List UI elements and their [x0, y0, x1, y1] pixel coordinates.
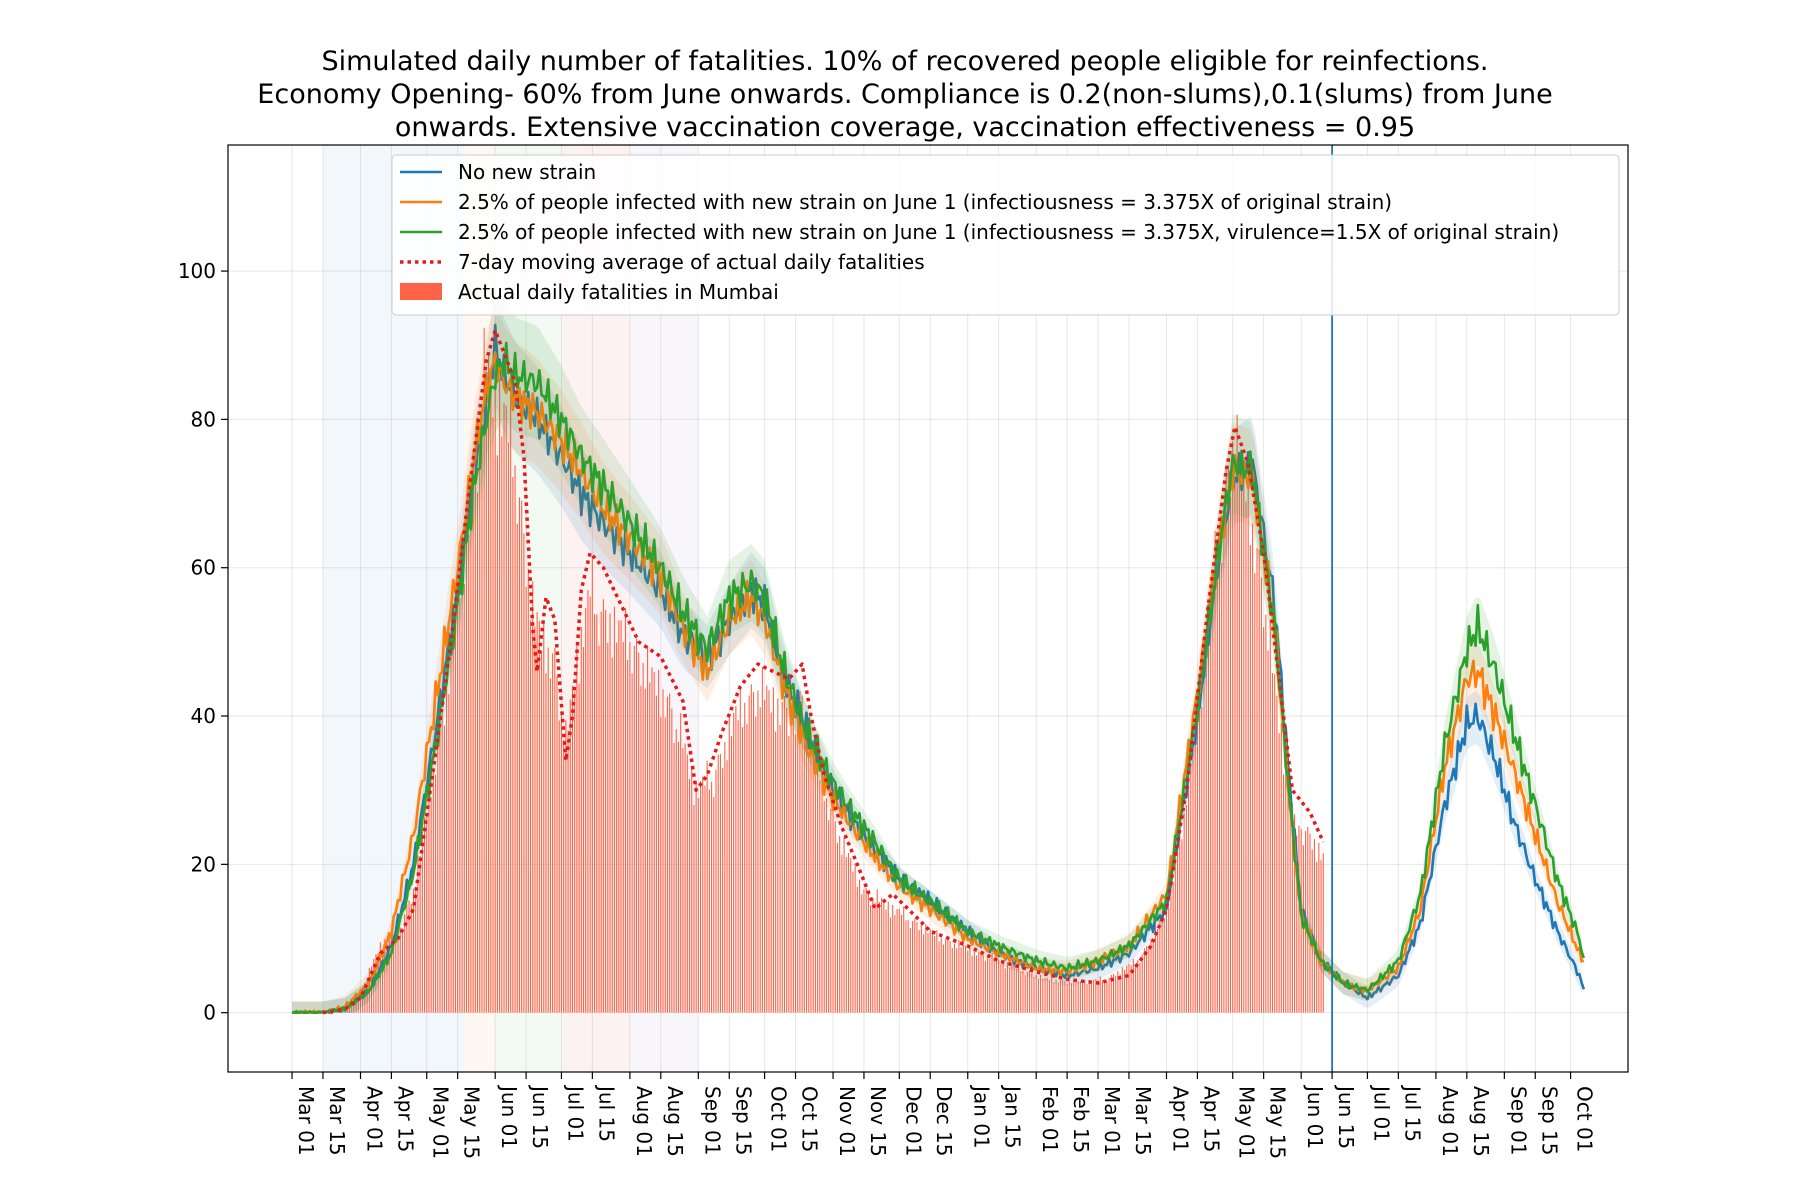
- x-axis: Mar 01 Mar 15 Apr 01 Apr 15 May 01 May 15 Jun …: [291, 1072, 1597, 1159]
- y-tick-label: 100: [178, 259, 216, 283]
- legend-label: 7-day moving average of actual daily fat…: [458, 250, 925, 274]
- series-band-1: [292, 285, 1582, 1013]
- legend-label: 2.5% of people infected with new strain …: [458, 190, 1392, 214]
- actual-fatalities-bars: [324, 328, 1324, 1013]
- x-tick-label: Jul 15: [1400, 1084, 1424, 1142]
- x-tick-label: Jun 15: [1334, 1084, 1358, 1149]
- x-tick-label: May 01: [1235, 1086, 1259, 1159]
- x-tick-label: Oct 15: [798, 1086, 822, 1152]
- y-tick-label: 0: [203, 1001, 216, 1025]
- series-line-3: [291, 341, 1586, 1014]
- x-tick-label: Jul 01: [1369, 1084, 1393, 1142]
- chart-title: Simulated daily number of fatalities. 10…: [257, 46, 1552, 143]
- series-band-3: [292, 301, 1582, 1013]
- x-tick-label: Mar 15: [1131, 1086, 1155, 1156]
- x-tick-label: Feb 01: [1038, 1086, 1062, 1153]
- x-tick-label: May 15: [460, 1086, 484, 1159]
- x-tick-label: Sep 01: [1506, 1086, 1530, 1156]
- x-tick-label: Sep 01: [700, 1086, 724, 1156]
- x-tick-label: Aug 01: [632, 1086, 656, 1157]
- x-tick-label: Aug 15: [1469, 1086, 1493, 1157]
- series-lines: [291, 285, 1586, 1015]
- plot-frame: [227, 144, 1629, 1073]
- legend-label: No new strain: [458, 160, 596, 184]
- x-tick-label: Aug 15: [663, 1086, 687, 1157]
- x-tick-label: Aug 01: [1438, 1086, 1462, 1157]
- x-tick-label: Jul 01: [563, 1084, 587, 1142]
- x-tick-label: Jun 15: [528, 1084, 552, 1149]
- y-axis: 0 20 40 60 80 100: [178, 259, 228, 1025]
- x-tick-label: Sep 15: [1537, 1086, 1561, 1156]
- title-line-1: Simulated daily number of fatalities. 10…: [321, 46, 1488, 77]
- x-tick-label: Mar 15: [325, 1086, 349, 1156]
- y-tick-label: 60: [191, 556, 216, 580]
- x-tick-label: Jan 01: [970, 1084, 994, 1149]
- title-line-3: onwards. Extensive vaccination coverage,…: [395, 112, 1415, 143]
- x-tick-label: Sep 15: [731, 1086, 755, 1156]
- x-tick-label: Apr 01: [362, 1086, 386, 1152]
- x-tick-label: Mar 01: [1100, 1086, 1124, 1156]
- x-tick-label: Mar 01: [294, 1086, 318, 1156]
- x-tick-label: Apr 15: [1199, 1086, 1223, 1152]
- legend-label: Actual daily fatalities in Mumbai: [458, 280, 779, 304]
- y-tick-label: 40: [191, 704, 216, 728]
- y-tick-label: 80: [191, 407, 216, 431]
- x-tick-label: Jun 01: [1303, 1084, 1327, 1149]
- x-tick-label: Feb 15: [1069, 1086, 1093, 1153]
- x-tick-label: Oct 01: [1573, 1086, 1597, 1152]
- x-tick-label: Jul 15: [594, 1084, 618, 1142]
- x-tick-label: May 01: [429, 1086, 453, 1159]
- y-tick-label: 20: [191, 852, 216, 876]
- x-tick-label: Dec 15: [932, 1086, 956, 1157]
- x-tick-label: Nov 15: [866, 1086, 890, 1157]
- legend-swatch-bar: [400, 283, 442, 300]
- x-tick-label: Dec 01: [901, 1086, 925, 1157]
- series-line-4: [322, 328, 1325, 1015]
- legend-box: [391, 154, 1620, 316]
- x-tick-label: Nov 01: [835, 1086, 859, 1157]
- series-band-2: [292, 301, 1582, 1013]
- x-tick-label: May 15: [1266, 1086, 1290, 1159]
- legend-label: 2.5% of people infected with new strain …: [458, 220, 1559, 244]
- title-line-2: Economy Opening- 60% from June onwards. …: [257, 79, 1552, 110]
- legend: No new strain 2.5% of people infected wit…: [391, 154, 1620, 316]
- x-tick-label: Apr 15: [393, 1086, 417, 1152]
- x-tick-label: Oct 01: [767, 1086, 791, 1152]
- x-tick-label: Jan 15: [1001, 1084, 1025, 1149]
- x-tick-label: Apr 01: [1168, 1086, 1192, 1152]
- x-tick-label: Jun 01: [497, 1084, 521, 1149]
